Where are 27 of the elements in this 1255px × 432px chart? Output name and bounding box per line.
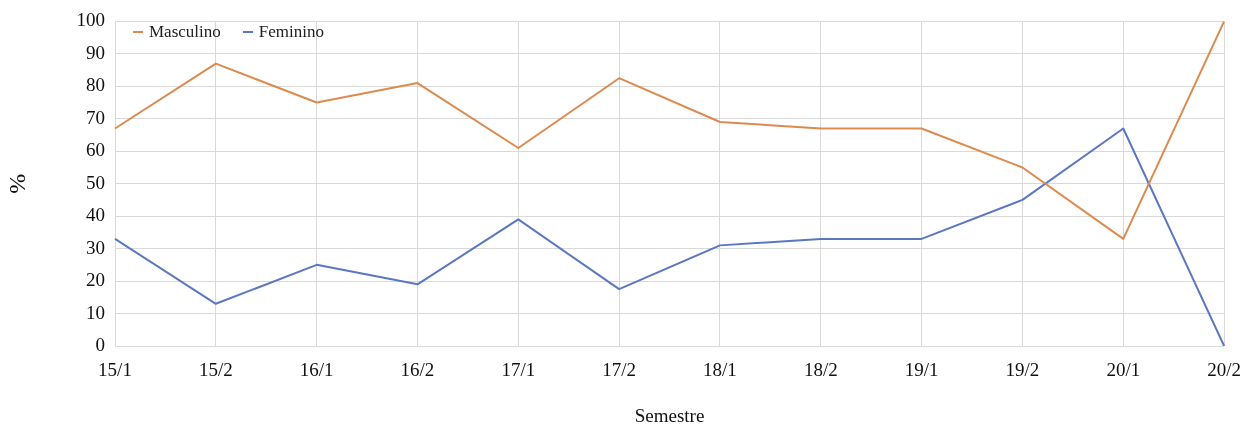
y-tick-label: 80 xyxy=(86,74,105,96)
y-tick-label: 60 xyxy=(86,139,105,161)
legend-label: Feminino xyxy=(258,22,324,42)
y-axis-title: % xyxy=(3,173,30,194)
x-axis-title: Semestre xyxy=(634,404,705,426)
y-tick-label: 70 xyxy=(86,106,105,128)
y-tick-label: 90 xyxy=(86,41,105,63)
x-tick-label: 15/1 xyxy=(98,359,132,381)
y-tick-label: 20 xyxy=(86,269,105,291)
x-tick-label: 15/2 xyxy=(198,359,233,381)
x-tick-label: 18/1 xyxy=(703,359,737,381)
y-tick-label: 100 xyxy=(76,9,105,31)
y-tick-label: 0 xyxy=(95,333,105,355)
x-tick-label: 20/1 xyxy=(1106,359,1141,381)
y-tick-label: 50 xyxy=(86,171,105,193)
y-tick-label: 10 xyxy=(86,301,105,323)
legend-label: Masculino xyxy=(149,22,221,42)
x-tick-label: 17/2 xyxy=(602,359,637,381)
x-tick-label: 19/2 xyxy=(1005,359,1040,381)
x-tick-label: 16/1 xyxy=(299,359,334,381)
y-tick-label: 30 xyxy=(86,236,105,258)
x-tick-label: 19/1 xyxy=(904,359,939,381)
x-tick-label: 18/2 xyxy=(803,359,838,381)
x-tick-label: 20/2 xyxy=(1207,359,1241,381)
x-tick-label: 17/1 xyxy=(501,359,536,381)
y-tick-label: 40 xyxy=(86,204,105,226)
x-tick-label: 16/2 xyxy=(400,359,435,381)
